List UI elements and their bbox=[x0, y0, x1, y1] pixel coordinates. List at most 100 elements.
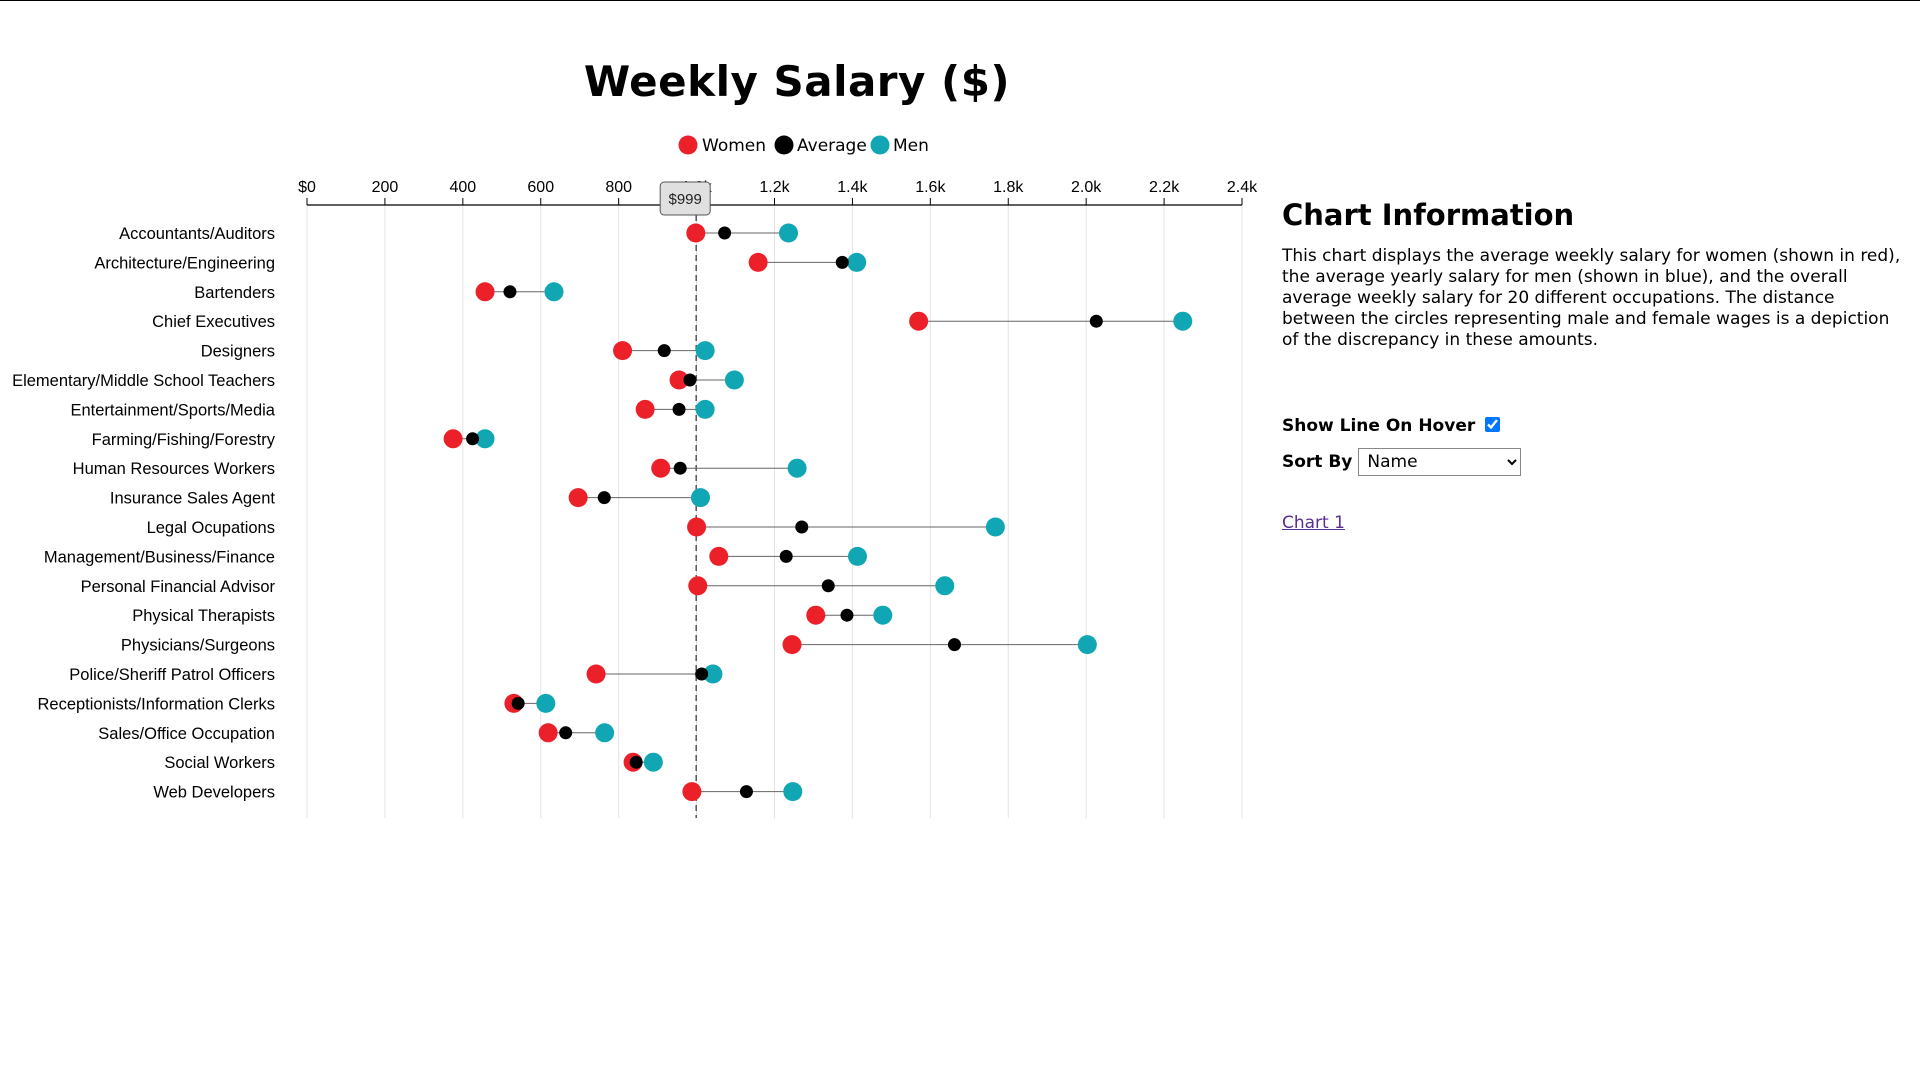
legend-marker-women bbox=[678, 135, 698, 155]
category-label: Management/Business/Finance bbox=[44, 548, 275, 566]
women-dot bbox=[686, 223, 706, 243]
men-dot bbox=[779, 223, 799, 243]
legend-marker-average bbox=[774, 135, 794, 155]
legend-marker-men bbox=[870, 135, 890, 155]
women-dot bbox=[475, 282, 495, 302]
show-line-row: Show Line On Hover bbox=[1282, 413, 1902, 439]
average-dot bbox=[779, 549, 793, 563]
category-label: Human Resources Workers bbox=[73, 460, 275, 478]
legend-label-average: Average bbox=[797, 136, 867, 156]
chart-info-panel: Chart Information This chart displays th… bbox=[1282, 198, 1902, 533]
sort-by-select[interactable]: Name bbox=[1358, 448, 1522, 476]
men-dot bbox=[847, 252, 867, 272]
chart-1-link[interactable]: Chart 1 bbox=[1282, 513, 1345, 533]
women-dot bbox=[651, 458, 671, 478]
average-dot bbox=[739, 785, 753, 799]
category-label: Physicians/Surgeons bbox=[121, 637, 275, 655]
x-axis-tick-label: 1.8k bbox=[993, 179, 1024, 196]
show-line-label: Show Line On Hover bbox=[1282, 416, 1476, 436]
women-dot bbox=[568, 488, 588, 508]
average-dot bbox=[695, 667, 709, 681]
x-axis-tick-label: 2.4k bbox=[1227, 179, 1258, 196]
average-dot bbox=[673, 461, 687, 475]
category-label: Social Workers bbox=[164, 754, 275, 772]
x-axis-tick-label: 1.6k bbox=[915, 179, 946, 196]
chart-info-description: This chart displays the average weekly s… bbox=[1282, 246, 1901, 350]
category-label: Receptionists/Information Clerks bbox=[37, 695, 275, 713]
category-label: Designers bbox=[201, 343, 275, 361]
men-dot bbox=[935, 576, 955, 596]
category-label: Web Developers bbox=[153, 784, 275, 802]
women-dot bbox=[635, 399, 655, 419]
men-dot bbox=[595, 723, 615, 743]
average-dot bbox=[672, 402, 686, 416]
top-border bbox=[0, 0, 1920, 1]
average-dot bbox=[840, 608, 854, 622]
category-label: Bartenders bbox=[194, 284, 275, 302]
women-dot bbox=[613, 341, 633, 361]
x-axis-tick-label: 200 bbox=[372, 179, 399, 196]
show-line-checkbox[interactable] bbox=[1485, 416, 1501, 432]
men-dot bbox=[703, 664, 723, 684]
men-dot bbox=[985, 517, 1005, 537]
women-dot bbox=[806, 605, 826, 625]
men-dot bbox=[643, 752, 663, 772]
average-dot bbox=[559, 726, 573, 740]
salary-dot-chart: Weekly Salary ($) Women Average Men $0 200 400… bbox=[12, 57, 1258, 818]
x-axis-tick-label: 1.4k bbox=[837, 179, 868, 196]
men-dot bbox=[873, 605, 893, 625]
chart-title: Weekly Salary ($) bbox=[584, 57, 1010, 106]
men-dot bbox=[787, 458, 807, 478]
men-dot bbox=[1077, 635, 1097, 655]
legend-label-men: Men bbox=[893, 136, 929, 156]
x-axis-tick-label: 2.0k bbox=[1071, 179, 1102, 196]
men-dot bbox=[536, 693, 556, 713]
category-label: Legal Ocupations bbox=[147, 519, 275, 537]
sort-by-label: Sort By bbox=[1282, 452, 1353, 472]
men-dot bbox=[690, 488, 710, 508]
average-dot bbox=[503, 285, 517, 299]
x-axis-tick-label: 1.2k bbox=[759, 179, 790, 196]
women-dot bbox=[909, 311, 929, 331]
average-dot bbox=[597, 491, 611, 505]
men-dot bbox=[544, 282, 564, 302]
category-label: Police/Sheriff Patrol Officers bbox=[69, 666, 275, 684]
women-dot bbox=[443, 429, 463, 449]
average-dot bbox=[947, 638, 961, 652]
chart-controls: Show Line On Hover Sort By Name Chart 1 bbox=[1282, 413, 1902, 533]
women-dot bbox=[688, 576, 708, 596]
average-dot bbox=[1089, 314, 1103, 328]
category-label: Physical Therapists bbox=[132, 607, 275, 625]
women-dot bbox=[669, 370, 689, 390]
category-label: Elementary/Middle School Teachers bbox=[12, 372, 275, 390]
men-dot bbox=[847, 546, 867, 566]
women-dot bbox=[782, 635, 802, 655]
women-dot bbox=[538, 723, 558, 743]
sort-row: Sort By Name bbox=[1282, 448, 1902, 476]
average-dot bbox=[657, 344, 671, 358]
men-dot bbox=[475, 429, 495, 449]
women-dot bbox=[682, 782, 702, 802]
category-label: Sales/Office Occupation bbox=[98, 725, 275, 743]
average-dot bbox=[821, 579, 835, 593]
category-label: Chief Executives bbox=[152, 313, 275, 331]
category-label: Architecture/Engineering bbox=[94, 254, 275, 272]
women-dot bbox=[586, 664, 606, 684]
category-label: Personal Financial Advisor bbox=[81, 578, 276, 596]
men-dot bbox=[1173, 311, 1193, 331]
average-dot bbox=[466, 432, 480, 446]
women-dot bbox=[709, 546, 729, 566]
average-dot bbox=[629, 755, 643, 769]
men-dot bbox=[695, 341, 715, 361]
x-axis-tick-label: $0 bbox=[298, 179, 316, 196]
category-label: Farming/Fishing/Forestry bbox=[92, 431, 276, 449]
legend-label-women: Women bbox=[702, 136, 766, 156]
men-dot bbox=[695, 399, 715, 419]
average-dot bbox=[718, 226, 732, 240]
men-dot bbox=[783, 782, 803, 802]
women-dot bbox=[748, 252, 768, 272]
x-axis-tick-label: 400 bbox=[449, 179, 476, 196]
category-label: Insurance Sales Agent bbox=[110, 490, 276, 508]
average-dot bbox=[835, 255, 849, 269]
average-dot bbox=[795, 520, 809, 534]
